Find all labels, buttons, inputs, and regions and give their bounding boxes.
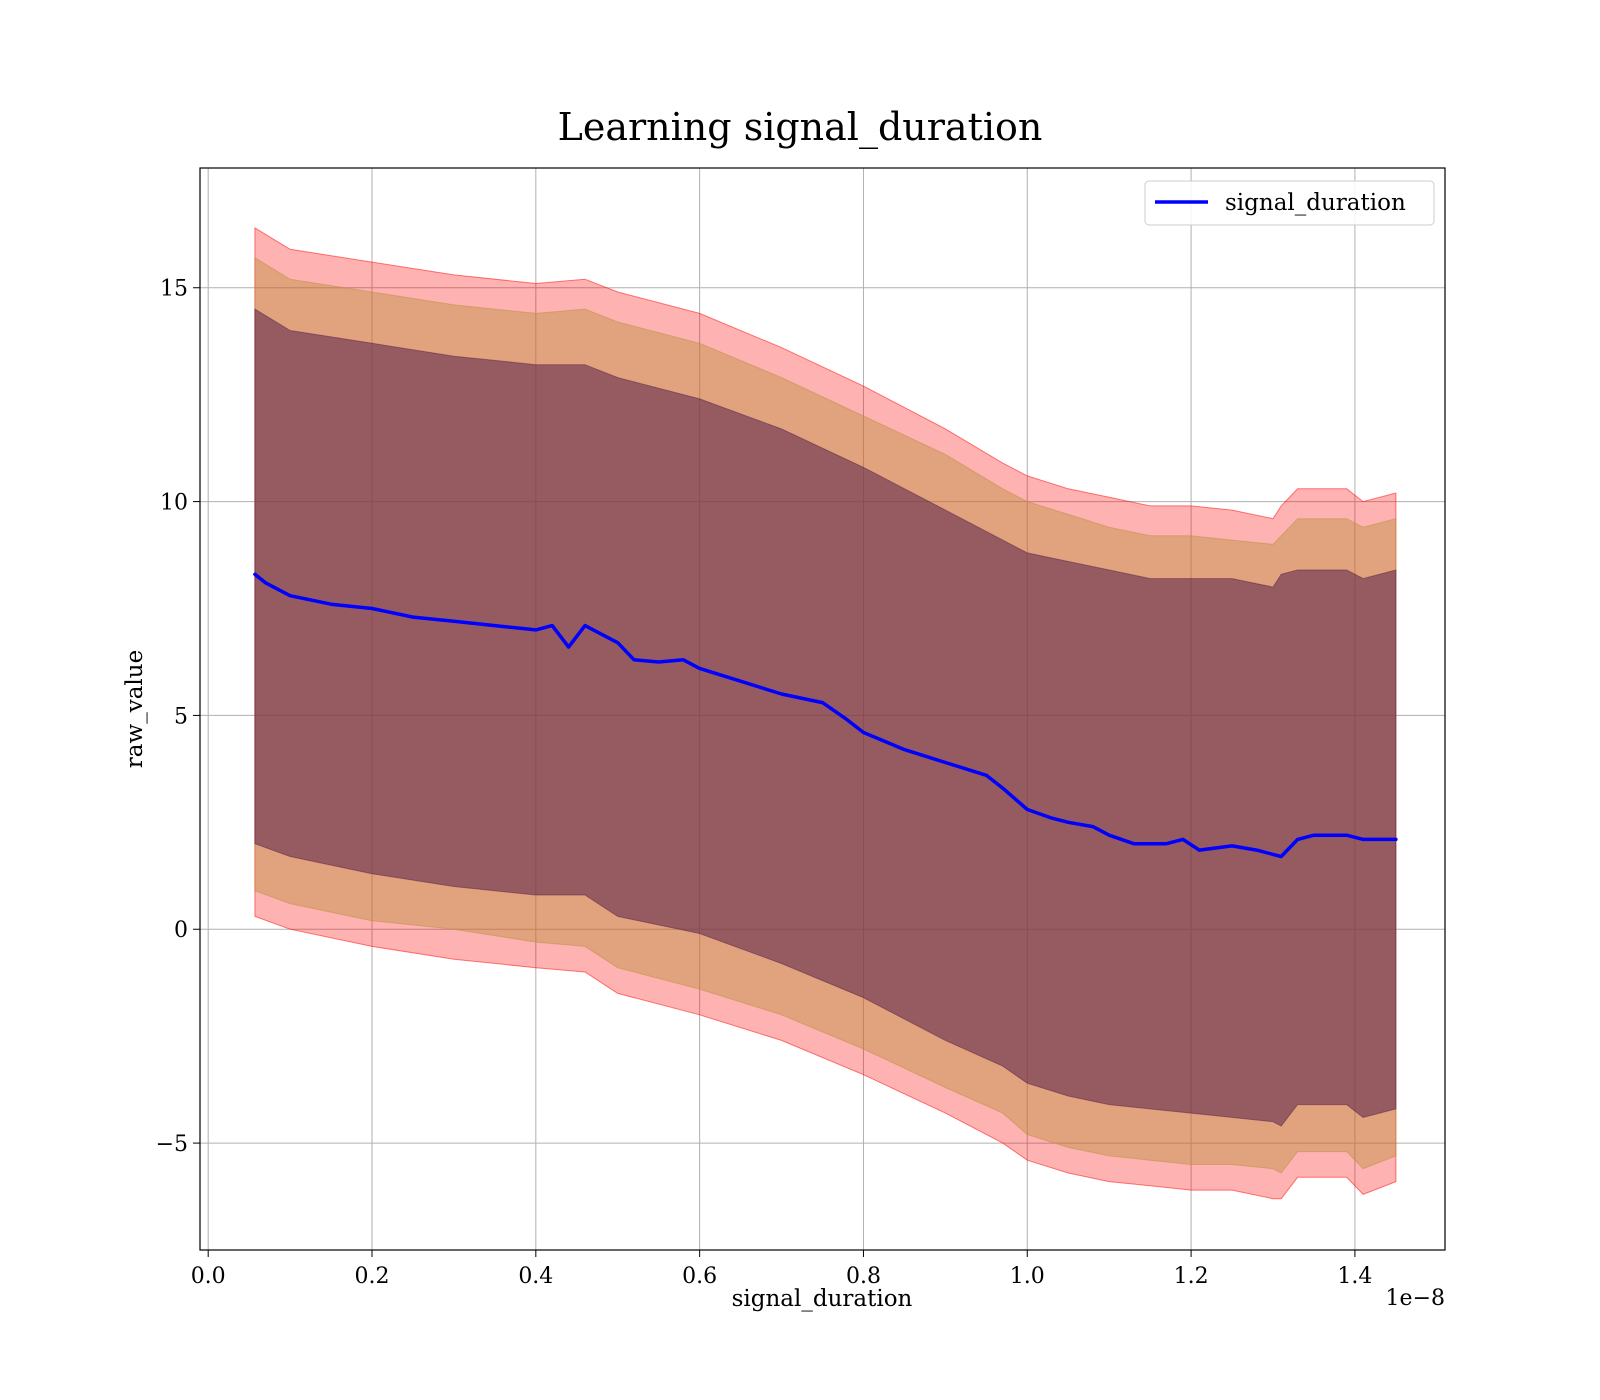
plot-frame (199, 167, 1446, 1251)
y-tick-label: −5 (156, 1132, 188, 1157)
legend-label: signal_duration (1225, 190, 1406, 216)
y-axis-label: raw_value (122, 650, 148, 768)
y-tick-label: 10 (160, 491, 188, 516)
x-axis-offset-label: 1e−8 (1386, 1286, 1445, 1311)
x-tick-label: 0.2 (355, 1264, 390, 1289)
band-layer (254, 227, 1397, 1200)
y-tick-label: 5 (174, 704, 188, 729)
y-tick-label: 0 (174, 918, 188, 943)
x-tick-label: 0.6 (682, 1264, 717, 1289)
x-axis-label: signal_duration (732, 1286, 913, 1312)
confidence-band-3 (254, 308, 1397, 1127)
x-tick-label: 1.4 (1337, 1264, 1372, 1289)
series-line-signal_duration (253, 572, 1398, 859)
x-tick-label: 1.0 (1010, 1264, 1045, 1289)
x-tick-label: 0.4 (518, 1264, 553, 1289)
x-tick-label: 0.0 (191, 1264, 226, 1289)
x-tick-layer: 0.0 0.2 0.4 0.6 0.8 1.0 1.2 1.4 (191, 1250, 1372, 1289)
y-tick-layer: −5 0 5 10 15 (156, 277, 200, 1157)
chart-title: Learning signal_duration (558, 105, 1043, 150)
x-tick-label: 1.2 (1174, 1264, 1209, 1289)
legend-box (1144, 180, 1435, 226)
x-tick-label: 0.8 (846, 1264, 881, 1289)
legend: signal_duration (1144, 180, 1435, 226)
series-layer (253, 572, 1398, 859)
y-tick-label: 15 (160, 277, 188, 302)
